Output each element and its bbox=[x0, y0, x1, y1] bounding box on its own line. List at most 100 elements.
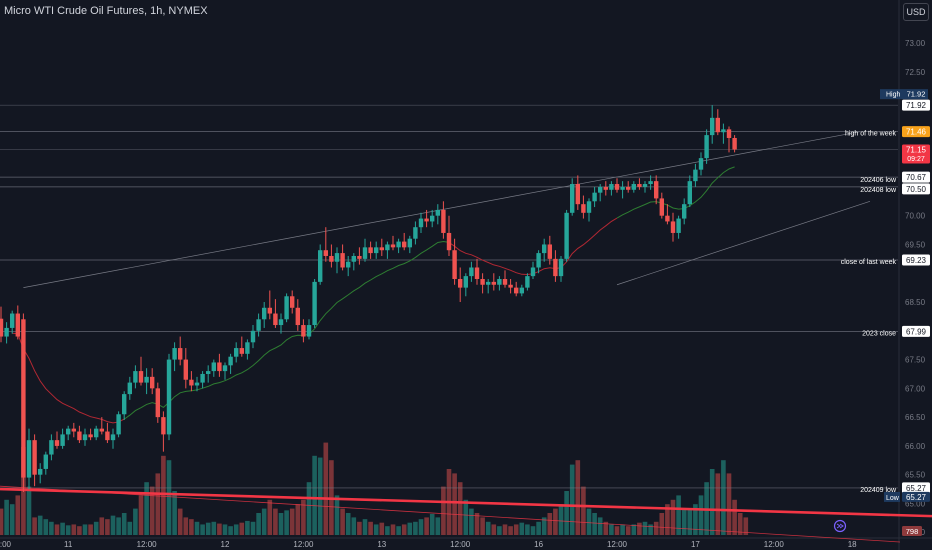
candle-body bbox=[581, 204, 586, 213]
candle-body bbox=[413, 227, 418, 239]
volume-bar bbox=[138, 495, 144, 535]
volume-bar bbox=[116, 517, 121, 535]
trend-lines bbox=[0, 131, 932, 543]
volume-bar bbox=[43, 519, 49, 535]
volume-bar bbox=[110, 515, 116, 535]
price-tick-label: 72.50 bbox=[905, 68, 926, 77]
volume-bar bbox=[26, 486, 32, 535]
volume-bar bbox=[625, 526, 631, 535]
volume-bar bbox=[681, 508, 687, 535]
candle-body bbox=[155, 388, 160, 418]
candle-body bbox=[698, 158, 704, 170]
candle-body bbox=[10, 313, 15, 328]
time-tick-label: 12:00 bbox=[607, 540, 628, 549]
volume-bar bbox=[172, 491, 177, 535]
volume-bar bbox=[390, 524, 396, 535]
candle-body bbox=[424, 218, 429, 222]
volume-bar bbox=[54, 524, 60, 535]
candle-body bbox=[710, 117, 715, 136]
volume-bar bbox=[340, 508, 345, 535]
candle-body bbox=[598, 186, 603, 193]
candle-body bbox=[463, 276, 468, 288]
candle-body bbox=[570, 184, 575, 213]
volume-bar bbox=[541, 517, 547, 535]
candle-body bbox=[553, 258, 558, 277]
volume-bar bbox=[161, 455, 166, 535]
moving-averages bbox=[12, 166, 735, 424]
candle-body bbox=[172, 348, 177, 360]
candle-body bbox=[161, 417, 166, 435]
volume-bar bbox=[463, 499, 469, 535]
candle-body bbox=[592, 192, 597, 202]
candle-body bbox=[452, 250, 457, 279]
volume-bar bbox=[15, 495, 21, 535]
price-tick-label: 67.50 bbox=[905, 356, 926, 365]
volume-bar bbox=[401, 524, 407, 535]
volume-bar bbox=[435, 517, 441, 535]
moving-average-green bbox=[314, 240, 450, 330]
volume-bar bbox=[250, 521, 256, 535]
candle-body bbox=[502, 279, 508, 285]
volume-bar bbox=[278, 513, 284, 535]
time-axis[interactable]: 12:00 11 12:00 12 12:00 13 12:00 16 12:00 17 12:00… bbox=[0, 519, 857, 550]
red-trend-line bbox=[0, 487, 932, 518]
candle-body bbox=[575, 184, 580, 205]
volume-bar bbox=[457, 482, 463, 535]
volume-bar bbox=[49, 521, 54, 535]
low-marker-label: Low bbox=[886, 495, 900, 502]
candle-body bbox=[54, 440, 60, 446]
volume-bar bbox=[183, 517, 189, 535]
candle-body bbox=[642, 184, 648, 187]
last-price-value: 71.15 bbox=[906, 146, 927, 155]
volume-bar bbox=[497, 526, 502, 535]
volume-bar bbox=[637, 522, 642, 535]
volume-bar bbox=[530, 526, 536, 535]
candle-body bbox=[206, 371, 211, 374]
volume-bar bbox=[592, 513, 597, 535]
level-label: 2023 close bbox=[862, 330, 896, 337]
volume-bar bbox=[743, 517, 749, 535]
volume-bar bbox=[211, 521, 217, 535]
candle-body bbox=[726, 129, 732, 138]
volume-bar bbox=[149, 486, 155, 535]
volume-bar bbox=[429, 513, 435, 535]
candle-body bbox=[351, 255, 356, 262]
candle-body bbox=[105, 431, 110, 441]
candle-body bbox=[43, 454, 48, 469]
candle-body bbox=[446, 232, 452, 251]
level-tag-bg bbox=[902, 325, 930, 337]
candle-body bbox=[144, 376, 149, 383]
volume-bar bbox=[441, 486, 446, 535]
time-tick-label: 11 bbox=[64, 540, 73, 549]
candle-body bbox=[620, 186, 625, 190]
candle-body bbox=[262, 307, 267, 320]
volume-bar bbox=[88, 524, 93, 535]
red-thin-trend-line bbox=[0, 485, 901, 543]
time-tick-label: 17 bbox=[691, 540, 700, 549]
volume-bar bbox=[99, 517, 105, 535]
level-tag: 69.23 bbox=[906, 256, 927, 265]
level-tag: 70.67 bbox=[906, 173, 927, 182]
candle-body bbox=[693, 169, 698, 182]
candle-body bbox=[228, 356, 233, 366]
candle-body bbox=[357, 255, 362, 259]
go-to-realtime-icon[interactable] bbox=[833, 519, 847, 533]
volume-bar bbox=[189, 519, 194, 535]
candle-body bbox=[609, 184, 614, 190]
candle-body bbox=[88, 434, 93, 438]
volume-bar bbox=[273, 508, 278, 535]
low-marker-value: 65.27 bbox=[906, 493, 927, 502]
candle-body bbox=[402, 241, 407, 248]
volume-bar bbox=[194, 521, 200, 535]
currency-button[interactable]: USD bbox=[903, 3, 929, 21]
low-marker-tag-bg bbox=[902, 491, 930, 502]
volume-bar bbox=[396, 526, 401, 535]
level-label: close of last week bbox=[841, 259, 897, 266]
price-axis[interactable]: 73.0072.5071.5071.0070.0069.5068.5068.00… bbox=[880, 39, 930, 537]
candle-body bbox=[670, 221, 676, 233]
volume-bar bbox=[709, 469, 715, 535]
level-labels: high of the week 202406 low 202408 low clos… bbox=[841, 131, 897, 494]
volume-bar bbox=[609, 524, 614, 535]
candle-body bbox=[329, 255, 334, 262]
